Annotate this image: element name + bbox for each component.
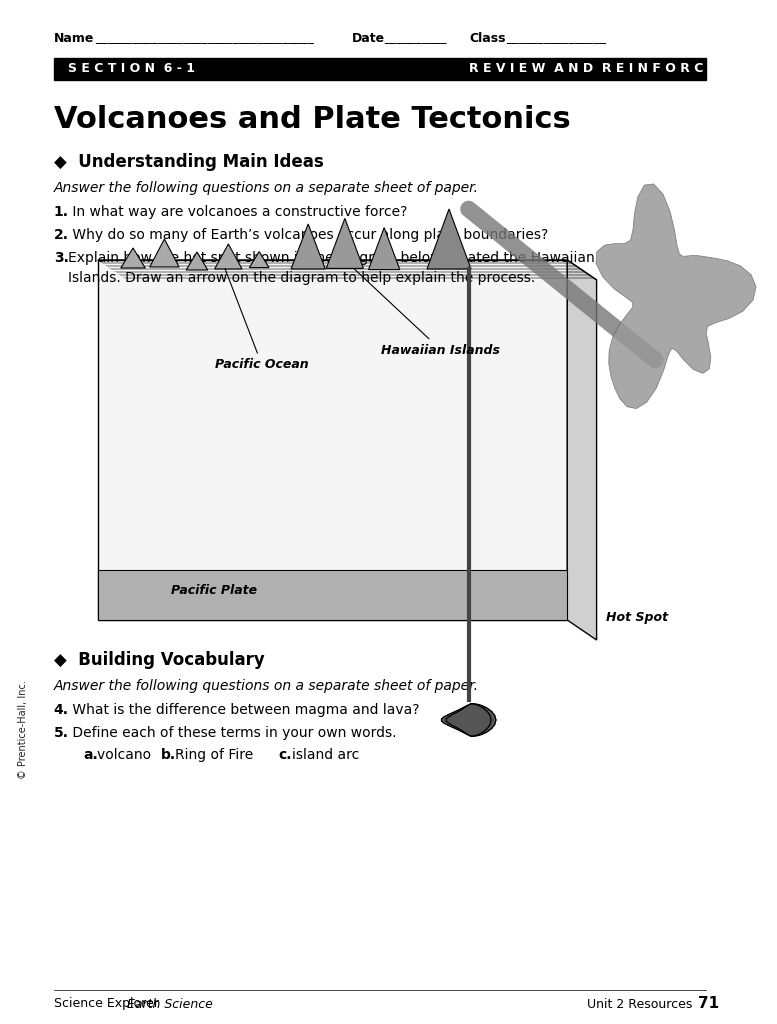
Polygon shape <box>596 184 756 409</box>
Text: 1.: 1. <box>54 205 69 219</box>
Polygon shape <box>451 705 486 736</box>
Text: Islands. Draw an arrow on the diagram to help explain the process.: Islands. Draw an arrow on the diagram to… <box>68 271 535 285</box>
Text: Define each of these terms in your own words.: Define each of these terms in your own w… <box>68 726 397 740</box>
Text: 71: 71 <box>699 996 720 1012</box>
Text: b.: b. <box>162 748 176 762</box>
Polygon shape <box>451 705 486 736</box>
Text: island arc: island arc <box>292 748 360 762</box>
Polygon shape <box>98 570 567 620</box>
Text: Ring of Fire: Ring of Fire <box>175 748 262 762</box>
Text: 4.: 4. <box>54 703 69 717</box>
Polygon shape <box>291 224 326 269</box>
Polygon shape <box>427 209 471 269</box>
Text: ________________: ________________ <box>506 32 605 44</box>
Text: Explain how the hot spot shown in the diagram below created the Hawaiian: Explain how the hot spot shown in the di… <box>68 251 595 265</box>
Text: Pacific Ocean: Pacific Ocean <box>215 268 308 372</box>
Polygon shape <box>98 260 567 620</box>
Text: Answer the following questions on a separate sheet of paper.: Answer the following questions on a sepa… <box>54 181 479 195</box>
Polygon shape <box>446 705 491 736</box>
Polygon shape <box>186 252 207 270</box>
Polygon shape <box>441 705 496 736</box>
Text: Hot Spot: Hot Spot <box>606 611 668 625</box>
Polygon shape <box>567 260 597 640</box>
Polygon shape <box>214 244 242 269</box>
Text: Science Explorer: Science Explorer <box>54 997 162 1011</box>
Text: Why do so many of Earth’s volcanoes occur along plate boundaries?: Why do so many of Earth’s volcanoes occu… <box>68 228 549 242</box>
Text: volcano: volcano <box>97 748 160 762</box>
Text: © Prentice-Hall, Inc.: © Prentice-Hall, Inc. <box>18 681 28 779</box>
Text: ◆  Building Vocabulary: ◆ Building Vocabulary <box>54 651 264 669</box>
Polygon shape <box>441 705 496 736</box>
Polygon shape <box>446 705 491 736</box>
Text: S E C T I O N  6 - 1: S E C T I O N 6 - 1 <box>68 62 196 76</box>
Text: 3.: 3. <box>54 251 68 265</box>
Text: Class: Class <box>469 32 506 44</box>
Text: Unit 2 Resources: Unit 2 Resources <box>587 997 700 1011</box>
Text: c.: c. <box>279 748 292 762</box>
Text: In what way are volcanoes a constructive force?: In what way are volcanoes a constructive… <box>68 205 408 219</box>
Text: Name: Name <box>54 32 94 44</box>
Text: Hawaiian Islands: Hawaiian Islands <box>354 269 500 356</box>
Text: ___________________________________: ___________________________________ <box>95 32 314 44</box>
Text: Volcanoes and Plate Tectonics: Volcanoes and Plate Tectonics <box>54 105 570 134</box>
Text: a.: a. <box>83 748 98 762</box>
Polygon shape <box>446 705 491 736</box>
Text: 2.: 2. <box>54 228 69 242</box>
Text: ◆  Understanding Main Ideas: ◆ Understanding Main Ideas <box>54 153 323 171</box>
Polygon shape <box>326 218 364 268</box>
Polygon shape <box>368 227 400 269</box>
Polygon shape <box>98 260 597 280</box>
Text: Date: Date <box>352 32 385 44</box>
Polygon shape <box>446 705 491 736</box>
Polygon shape <box>120 248 145 268</box>
Text: 5.: 5. <box>54 726 69 740</box>
Polygon shape <box>249 252 269 267</box>
Bar <box>54 58 706 80</box>
Polygon shape <box>150 239 179 267</box>
Text: Earth Science: Earth Science <box>127 997 213 1011</box>
Text: __________: __________ <box>385 32 447 44</box>
Text: Pacific Plate: Pacific Plate <box>171 584 257 597</box>
Text: Answer the following questions on a separate sheet of paper.: Answer the following questions on a sepa… <box>54 679 479 693</box>
Text: R E V I E W  A N D  R E I N F O R C E: R E V I E W A N D R E I N F O R C E <box>469 62 716 76</box>
Text: What is the difference between magma and lava?: What is the difference between magma and… <box>68 703 420 717</box>
